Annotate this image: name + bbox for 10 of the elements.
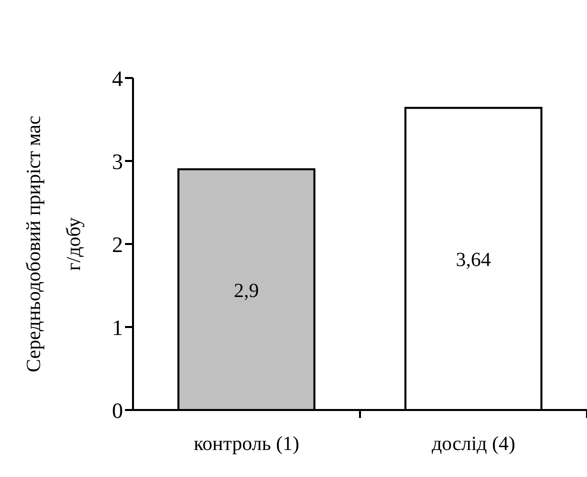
y-tick-label: 1	[112, 314, 123, 340]
y-tick-label: 3	[112, 148, 123, 174]
y-tick-label: 0	[112, 398, 123, 423]
data-label: 3,64	[456, 249, 491, 272]
x-tick-label: дослід (4)	[432, 433, 516, 455]
data-label: 2,9	[234, 280, 259, 302]
y-tick-label: 4	[112, 66, 123, 91]
y-tick-label: 2	[112, 232, 123, 257]
y-axis-title: Середньодобовий приріст мас г/добу	[23, 116, 85, 372]
x-tick-label: контроль (1)	[194, 433, 300, 455]
